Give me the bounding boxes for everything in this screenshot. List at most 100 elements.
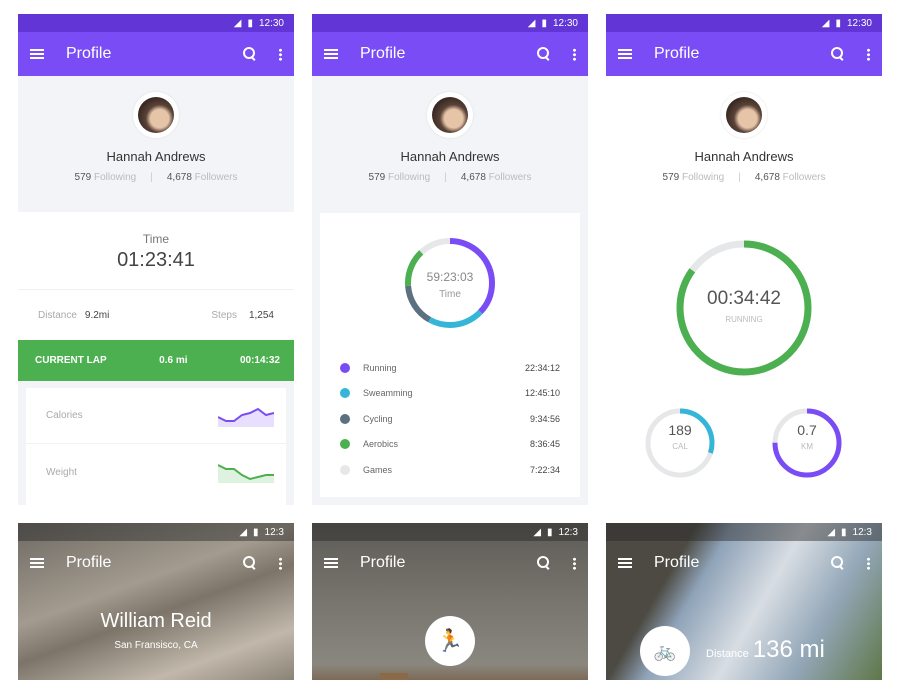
more-icon[interactable] (279, 47, 282, 61)
app-bar-title: Profile (654, 554, 700, 571)
distance-value: 9.2mi (84, 309, 110, 321)
search-icon[interactable] (831, 556, 845, 570)
metric-label: Weight (46, 466, 77, 478)
distance-label: Distance (38, 309, 77, 321)
status-bar: ◢ ▮ 12:30 (312, 14, 588, 32)
sparkline-line (218, 407, 274, 422)
metric-label: Calories (46, 410, 83, 421)
km-value: 0.7 (797, 422, 817, 438)
avatar[interactable] (427, 92, 473, 138)
search-icon[interactable] (537, 47, 551, 61)
km-label: KM (801, 442, 813, 451)
status-bar: ◢ ▮ 12:30 (606, 14, 882, 32)
search-icon[interactable] (831, 47, 845, 61)
screen-running-cover: ◢ ▮ 12:3 Profile 🏃 (312, 523, 588, 680)
avatar[interactable] (133, 92, 179, 138)
legend-item: Running 22:34:12 (340, 355, 560, 381)
running-icon[interactable]: 🏃 (425, 616, 475, 666)
legend-dot (340, 388, 350, 399)
status-time: 12:3 (852, 526, 872, 538)
followers-count: 4,678 (754, 172, 780, 183)
menu-icon[interactable] (618, 558, 632, 568)
legend-label: Sweamming (363, 388, 413, 399)
distance-label: Distance (706, 648, 749, 660)
more-icon[interactable] (867, 47, 870, 61)
donut-segment (405, 238, 495, 328)
legend-label: Aerobics (363, 439, 399, 450)
activity-donut (405, 238, 495, 328)
legend-label: Games (363, 464, 393, 475)
search-icon[interactable] (243, 47, 257, 61)
donut-segment (405, 238, 495, 328)
signal-icon: ◢ (533, 526, 542, 538)
menu-icon[interactable] (618, 49, 632, 59)
donut-total: 59:23:03 (426, 270, 474, 284)
battery-icon: ▮ (253, 526, 259, 538)
lap-time: 00:14:32 (239, 355, 280, 366)
search-icon[interactable] (243, 556, 257, 570)
more-icon[interactable] (867, 556, 870, 570)
profile-name: Hannah Andrews (694, 149, 794, 164)
metric-row[interactable]: Weight (26, 444, 286, 500)
steps-label: Steps (211, 309, 237, 321)
time-value: 01:23:41 (117, 249, 195, 271)
legend-item: Games 7:22:34 (340, 457, 560, 483)
cover-name: William Reid (100, 610, 212, 632)
sparkline-line (218, 464, 274, 481)
menu-icon[interactable] (30, 49, 44, 59)
legend-value: 7:22:34 (529, 464, 560, 475)
app-bar: Profile (606, 32, 882, 76)
cal-label: CAL (672, 442, 688, 451)
screen-user-cover: ◢ ▮ 12:3 Profile William Reid San Fransisc… (18, 523, 294, 680)
status-time: 12:30 (846, 17, 872, 29)
following-label: Following (682, 172, 725, 183)
signal-icon: ◢ (239, 526, 248, 538)
screen-time-summary: ◢ ▮ 12:30 Profile Hannah Andrews 579 Follo… (18, 14, 294, 505)
legend-dot (340, 464, 350, 475)
battery-icon: ▮ (247, 17, 253, 29)
status-time: 12:3 (558, 526, 578, 538)
app-bar: Profile (312, 32, 588, 76)
legend-dot (340, 362, 350, 373)
cal-progress-ring (645, 408, 715, 478)
signal-icon: ◢ (527, 17, 536, 29)
running-label: RUNNING (725, 315, 763, 324)
km-progress-ring (772, 408, 842, 478)
app-bar: Profile (18, 541, 294, 585)
app-bar-title: Profile (360, 554, 406, 571)
status-time: 12:3 (264, 526, 284, 538)
running-time: 00:34:42 (707, 288, 781, 309)
metric-row[interactable]: Calories (26, 388, 286, 444)
time-label: Time (142, 232, 170, 246)
progress-rings (645, 240, 842, 478)
more-icon[interactable] (573, 556, 576, 570)
menu-icon[interactable] (324, 49, 338, 59)
followers-count: 4,678 (460, 172, 486, 183)
sparkline (218, 464, 274, 483)
following-label: Following (94, 172, 137, 183)
following-count: 579 (662, 172, 680, 183)
running-progress-ring (676, 240, 812, 376)
menu-icon[interactable] (324, 558, 338, 568)
legend-label: Cycling (363, 413, 393, 424)
signal-icon: ◢ (233, 17, 242, 29)
screen-activity-breakdown: ◢ ▮ 12:30 Profile Hannah Andrews 579 Follo… (312, 14, 588, 505)
app-bar-title: Profile (66, 554, 112, 571)
battery-icon: ▮ (541, 17, 547, 29)
more-icon[interactable] (279, 556, 282, 570)
search-icon[interactable] (537, 556, 551, 570)
avatar[interactable] (721, 92, 767, 138)
app-bar: Profile (312, 541, 588, 585)
distance-value: 136 mi (752, 636, 825, 663)
battery-icon: ▮ (835, 17, 841, 29)
menu-icon[interactable] (30, 558, 44, 568)
app-bar-title: Profile (66, 45, 112, 62)
app-bar: Profile (606, 541, 882, 585)
following-label: Following (388, 172, 431, 183)
sparkline-area (218, 408, 274, 427)
cal-value: 189 (668, 422, 692, 438)
more-icon[interactable] (573, 47, 576, 61)
bike-icon[interactable]: 🚲 (640, 626, 690, 676)
profile-name: Hannah Andrews (106, 149, 206, 164)
legend-label: Running (363, 362, 397, 373)
